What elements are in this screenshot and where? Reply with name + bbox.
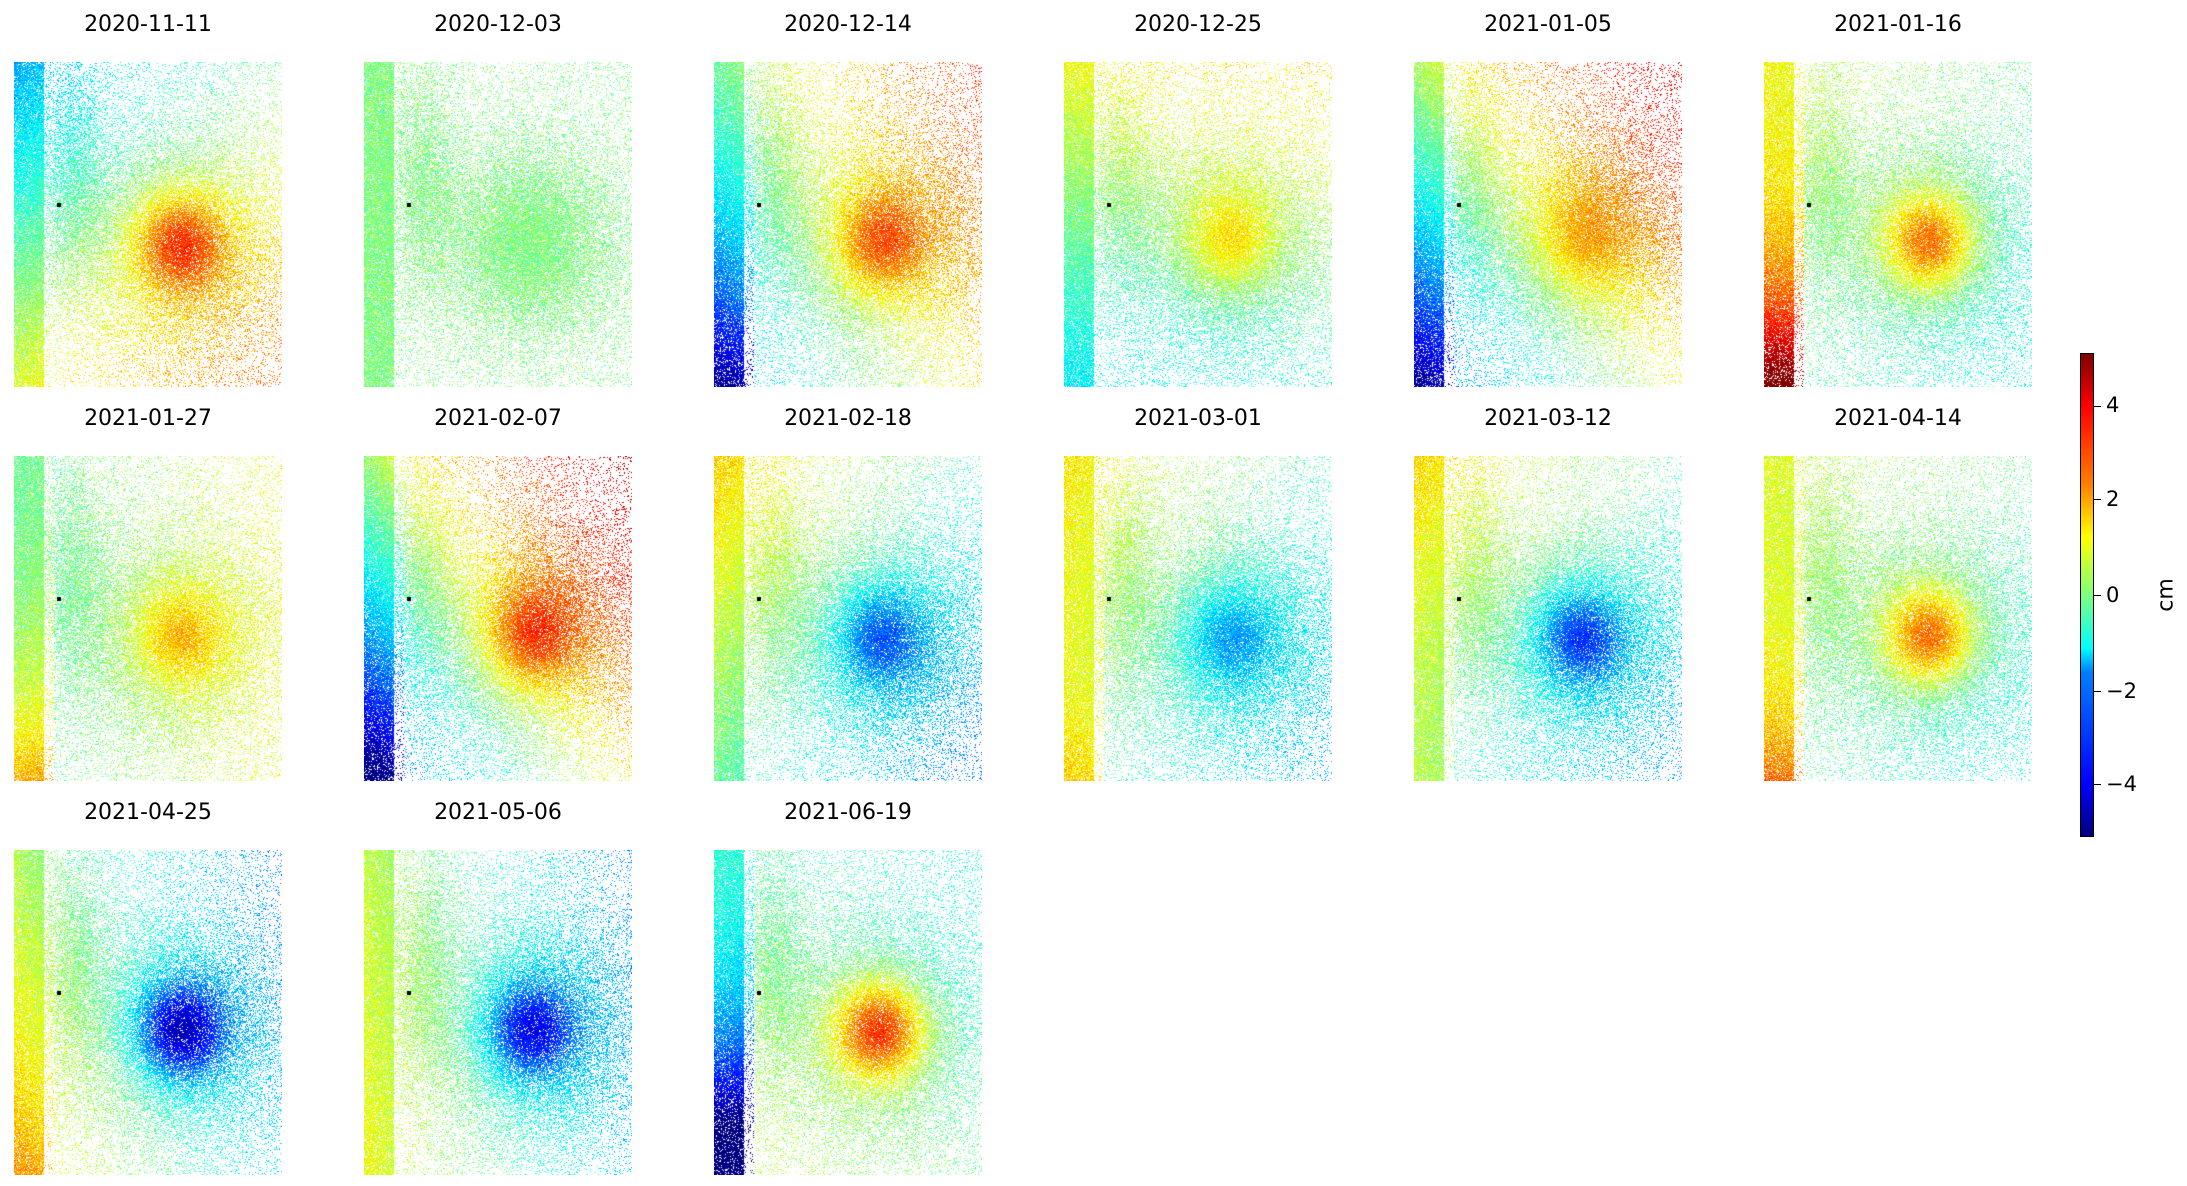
panel-title: 2020-12-14 <box>784 12 912 37</box>
displacement-map <box>14 850 282 1175</box>
displacement-map <box>714 456 982 781</box>
displacement-map <box>1414 456 1682 781</box>
panel-title: 2021-06-19 <box>784 800 912 825</box>
colorbar-tick-label: −4 <box>2106 772 2137 796</box>
displacement-map <box>14 456 282 781</box>
panel-title: 2021-05-06 <box>434 800 562 825</box>
displacement-map <box>364 62 632 387</box>
panel-title: 2021-02-07 <box>434 406 562 431</box>
displacement-map <box>1764 62 2032 387</box>
panel-title: 2020-11-11 <box>84 12 212 37</box>
colorbar-tick-label: 2 <box>2106 487 2120 511</box>
displacement-map <box>1064 62 1332 387</box>
panel-title: 2021-03-12 <box>1484 406 1612 431</box>
panel-title: 2020-12-25 <box>1134 12 1262 37</box>
panel-title: 2020-12-03 <box>434 12 562 37</box>
colorbar-tick-label: 0 <box>2106 583 2120 607</box>
panel-title: 2021-04-14 <box>1834 406 1962 431</box>
panel-title: 2021-01-27 <box>84 406 212 431</box>
colorbar-gradient <box>2080 353 2094 837</box>
panel-title: 2021-02-18 <box>784 406 912 431</box>
colorbar-tick-label: 4 <box>2106 393 2120 417</box>
colorbar-tick-label: −2 <box>2106 679 2137 703</box>
colorbar-label: cm <box>2153 578 2179 612</box>
displacement-map <box>1414 62 1682 387</box>
colorbar-tick <box>2094 406 2101 407</box>
colorbar-tick <box>2094 499 2101 500</box>
colorbar-tick <box>2094 691 2101 692</box>
panel-title: 2021-01-16 <box>1834 12 1962 37</box>
displacement-map <box>14 62 282 387</box>
colorbar: 4 2 0 −2 −4 cm <box>2080 353 2187 837</box>
displacement-map <box>364 456 632 781</box>
displacement-map <box>1764 456 2032 781</box>
panel-title: 2021-03-01 <box>1134 406 1262 431</box>
displacement-map <box>714 62 982 387</box>
colorbar-tick <box>2094 784 2101 785</box>
displacement-map <box>1064 456 1332 781</box>
displacement-map <box>364 850 632 1175</box>
panel-title: 2021-04-25 <box>84 800 212 825</box>
colorbar-tick <box>2094 595 2101 596</box>
displacement-map <box>714 850 982 1175</box>
panel-title: 2021-01-05 <box>1484 12 1612 37</box>
